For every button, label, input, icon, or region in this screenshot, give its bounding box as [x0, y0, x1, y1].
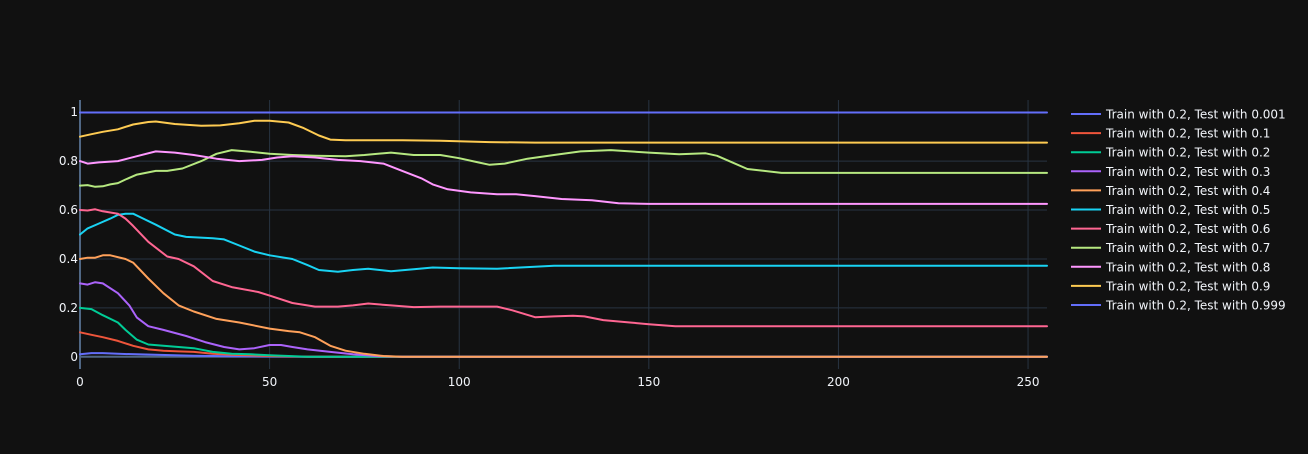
- legend-item[interactable]: Train with 0.2, Test with 0.6: [1071, 222, 1270, 236]
- legend-label: Train with 0.2, Test with 0.5: [1105, 203, 1270, 217]
- y-tick-label: 0.2: [59, 301, 78, 315]
- legend-item[interactable]: Train with 0.2, Test with 0.999: [1071, 299, 1286, 313]
- legend[interactable]: Train with 0.2, Test with 0.001 Train wit…: [1071, 108, 1286, 313]
- x-tick-label: 250: [1017, 375, 1040, 389]
- x-tick-label: 0: [76, 375, 84, 389]
- series-line-8: [79, 150, 1048, 205]
- x-tick-label: 200: [827, 375, 850, 389]
- series-line-7: [79, 149, 1048, 188]
- series-lines: [79, 111, 1048, 358]
- series-line-9: [79, 119, 1048, 144]
- legend-item[interactable]: Train with 0.2, Test with 0.3: [1071, 165, 1270, 179]
- y-tick-label: 0.4: [59, 252, 78, 266]
- legend-label: Train with 0.2, Test with 0.999: [1105, 299, 1286, 313]
- legend-item[interactable]: Train with 0.2, Test with 0.001: [1071, 108, 1286, 122]
- x-tick-label: 100: [448, 375, 471, 389]
- legend-item[interactable]: Train with 0.2, Test with 0.5: [1071, 203, 1270, 217]
- x-tick-label: 50: [262, 375, 277, 389]
- legend-item[interactable]: Train with 0.2, Test with 0.9: [1071, 279, 1270, 293]
- x-tick-label: 150: [637, 375, 660, 389]
- legend-label: Train with 0.2, Test with 0.7: [1105, 241, 1270, 255]
- legend-item[interactable]: Train with 0.2, Test with 0.4: [1071, 184, 1270, 198]
- y-tick-label: 0.6: [59, 203, 78, 217]
- legend-label: Train with 0.2, Test with 0.2: [1105, 146, 1270, 160]
- grid-lines: [79, 100, 1047, 369]
- series-line-5: [79, 212, 1048, 273]
- legend-label: Train with 0.2, Test with 0.9: [1105, 279, 1270, 293]
- series-line-6: [79, 208, 1048, 328]
- legend-item[interactable]: Train with 0.2, Test with 0.1: [1071, 127, 1270, 141]
- y-tick-label: 0: [70, 350, 78, 364]
- legend-label: Train with 0.2, Test with 0.8: [1105, 260, 1270, 274]
- axes: 0 50 100 150 200 250 0 0.2 0.4 0.6 0.8 1: [59, 105, 1040, 389]
- legend-label: Train with 0.2, Test with 0.001: [1105, 108, 1286, 122]
- legend-label: Train with 0.2, Test with 0.3: [1105, 165, 1270, 179]
- legend-item[interactable]: Train with 0.2, Test with 0.2: [1071, 146, 1270, 160]
- legend-item[interactable]: Train with 0.2, Test with 0.7: [1071, 241, 1270, 255]
- y-tick-label: 1: [70, 105, 78, 119]
- legend-item[interactable]: Train with 0.2, Test with 0.8: [1071, 260, 1270, 274]
- legend-label: Train with 0.2, Test with 0.1: [1105, 127, 1270, 141]
- series-line-2: [79, 306, 1048, 358]
- y-tick-label: 0.8: [59, 154, 78, 168]
- legend-label: Train with 0.2, Test with 0.6: [1105, 222, 1270, 236]
- legend-label: Train with 0.2, Test with 0.4: [1105, 184, 1270, 198]
- series-line-4: [79, 254, 1048, 358]
